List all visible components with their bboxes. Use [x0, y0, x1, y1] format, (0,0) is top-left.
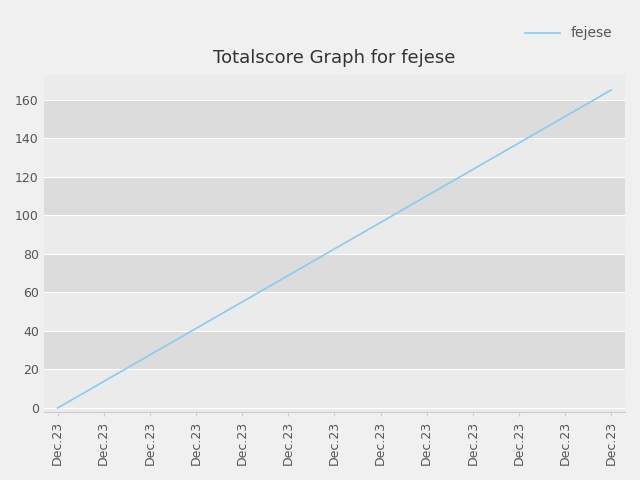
fejese: [54, 405, 61, 411]
Bar: [44, 254, 625, 292]
Bar: [44, 177, 625, 215]
Title: Totalscore Graph for fejese: Totalscore Graph for fejese: [213, 49, 456, 68]
fejese: [561, 114, 569, 120]
fejese: [284, 273, 292, 278]
Bar: [44, 100, 625, 138]
fejese: [238, 299, 246, 305]
Bar: [44, 74, 625, 100]
fejese: [146, 352, 154, 358]
fejese: [192, 325, 200, 331]
fejese: [469, 167, 477, 172]
fejese: [377, 220, 385, 226]
Bar: [44, 138, 625, 177]
Line: fejese: fejese: [58, 90, 611, 408]
fejese: [100, 379, 108, 384]
fejese: [515, 140, 523, 146]
fejese: [330, 246, 338, 252]
fejese: [423, 193, 431, 199]
Bar: [44, 292, 625, 331]
Legend: fejese: fejese: [520, 21, 618, 46]
Bar: [44, 331, 625, 370]
Bar: [44, 215, 625, 254]
Bar: [44, 370, 625, 408]
fejese: [607, 87, 615, 93]
